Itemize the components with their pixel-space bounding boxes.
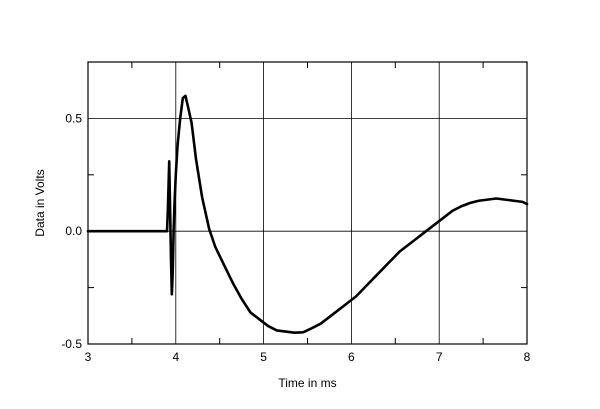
y-tick-label: 0.0 [65, 224, 82, 238]
y-tick-label: 0.5 [65, 111, 82, 125]
x-axis-title: Time in ms [278, 376, 336, 390]
x-tick-label: 8 [524, 350, 531, 364]
data-points [88, 96, 527, 333]
y-tick-label: -0.5 [61, 337, 82, 351]
x-tick-label: 4 [172, 350, 179, 364]
x-tick-labels: 3 4 5 6 7 8 [85, 350, 531, 364]
grid-layer [88, 62, 527, 344]
ticks-layer [88, 62, 527, 344]
y-axis-title: Data in Volts [33, 169, 47, 236]
plot-frame [87, 61, 528, 345]
x-tick-label: 6 [348, 350, 355, 364]
y-tick-labels: 0.5 0.0 -0.5 [61, 111, 82, 351]
x-tick-label: 7 [436, 350, 443, 364]
x-tick-label: 3 [85, 350, 92, 364]
x-tick-label: 5 [260, 350, 267, 364]
series-line [86, 94, 529, 335]
